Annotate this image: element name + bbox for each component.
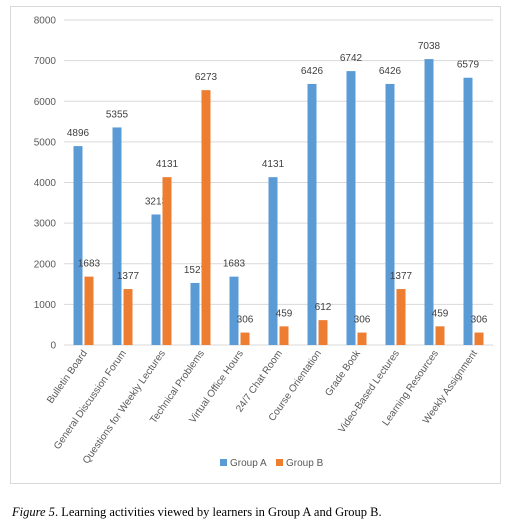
bar-group-a xyxy=(307,83,317,345)
data-label-group-b: 612 xyxy=(315,302,332,313)
data-label-group-a: 6426 xyxy=(301,66,324,77)
data-label-group-b: 1683 xyxy=(78,259,101,270)
legend-label-group-b: Group B xyxy=(286,458,324,469)
x-category-label: Bulletin Board xyxy=(45,348,90,405)
bar-group-a xyxy=(151,214,161,345)
bar-group-b xyxy=(84,276,94,345)
data-label-group-a: 1683 xyxy=(223,259,246,270)
bar-group-b xyxy=(162,177,172,345)
bar-group-b xyxy=(201,90,211,345)
data-label-group-b: 306 xyxy=(237,315,254,326)
y-tick-label: 6000 xyxy=(34,97,57,108)
bar-group-a xyxy=(112,127,122,345)
y-tick-label: 1000 xyxy=(34,300,57,311)
legend-swatch-group-b xyxy=(276,459,283,466)
y-tick-label: 8000 xyxy=(34,16,57,27)
bar-group-b xyxy=(279,326,289,345)
bar-group-a xyxy=(385,83,395,345)
x-category-label: Grade Book xyxy=(323,348,363,399)
bar-group-a xyxy=(424,59,434,346)
data-label-group-b: 1377 xyxy=(390,271,413,282)
caption-text: . Learning activities viewed by learners… xyxy=(54,505,382,519)
y-tick-label: 7000 xyxy=(34,56,57,67)
figure-caption: Figure 5. Learning activities viewed by … xyxy=(12,505,507,520)
y-tick-label: 5000 xyxy=(34,137,57,148)
bar-chart: 0 1000 2000 3000 4000 5000 6000 7000 8000 4896 535… xyxy=(34,16,493,469)
legend-swatch-group-a xyxy=(220,459,227,466)
data-label-group-a: 1527 xyxy=(184,265,207,276)
y-tick-label: 4000 xyxy=(34,178,57,189)
data-label-group-b: 6273 xyxy=(195,72,218,83)
data-label-group-b: 459 xyxy=(276,308,293,319)
bar-group-b xyxy=(357,332,367,345)
x-category-label: General Discussion Forum xyxy=(52,348,129,451)
y-tick-label: 3000 xyxy=(34,219,57,230)
y-tick-label: 0 xyxy=(50,341,56,352)
data-label-group-b: 4131 xyxy=(156,159,179,170)
data-label-group-a: 7038 xyxy=(418,41,441,52)
bar-group-b xyxy=(396,289,406,345)
bar-group-a xyxy=(463,77,473,346)
legend-label-group-a: Group A xyxy=(230,458,267,469)
data-label-group-a: 4131 xyxy=(262,159,285,170)
bar-group-b xyxy=(435,326,445,345)
data-label-group-a: 6579 xyxy=(457,60,480,71)
data-label-group-a: 5355 xyxy=(106,109,129,120)
bar-group-a xyxy=(190,282,200,345)
bar-group-b xyxy=(474,332,484,345)
data-label-group-b: 306 xyxy=(471,315,488,326)
x-category-label: Questions for Weekly Lectures xyxy=(81,348,168,466)
chart-frame xyxy=(10,6,501,484)
data-label-group-a: 6426 xyxy=(379,66,402,77)
bar-group-b xyxy=(240,332,250,345)
figure-label: Figure 5 xyxy=(12,505,55,519)
bar-group-b xyxy=(123,289,133,345)
data-label-group-a: 4896 xyxy=(67,128,90,139)
data-label-group-a: 6742 xyxy=(340,53,363,64)
bar-group-a xyxy=(229,276,239,345)
y-tick-label: 2000 xyxy=(34,259,57,270)
bar-group-b xyxy=(318,320,328,345)
bar-group-a xyxy=(73,146,83,345)
data-label-group-b: 459 xyxy=(432,308,449,319)
bar-group-a xyxy=(268,177,278,345)
bar-group-a xyxy=(346,71,356,345)
data-label-group-b: 306 xyxy=(354,315,371,326)
data-label-group-b: 1377 xyxy=(117,271,140,282)
data-label-group-a: 3213 xyxy=(145,196,168,207)
